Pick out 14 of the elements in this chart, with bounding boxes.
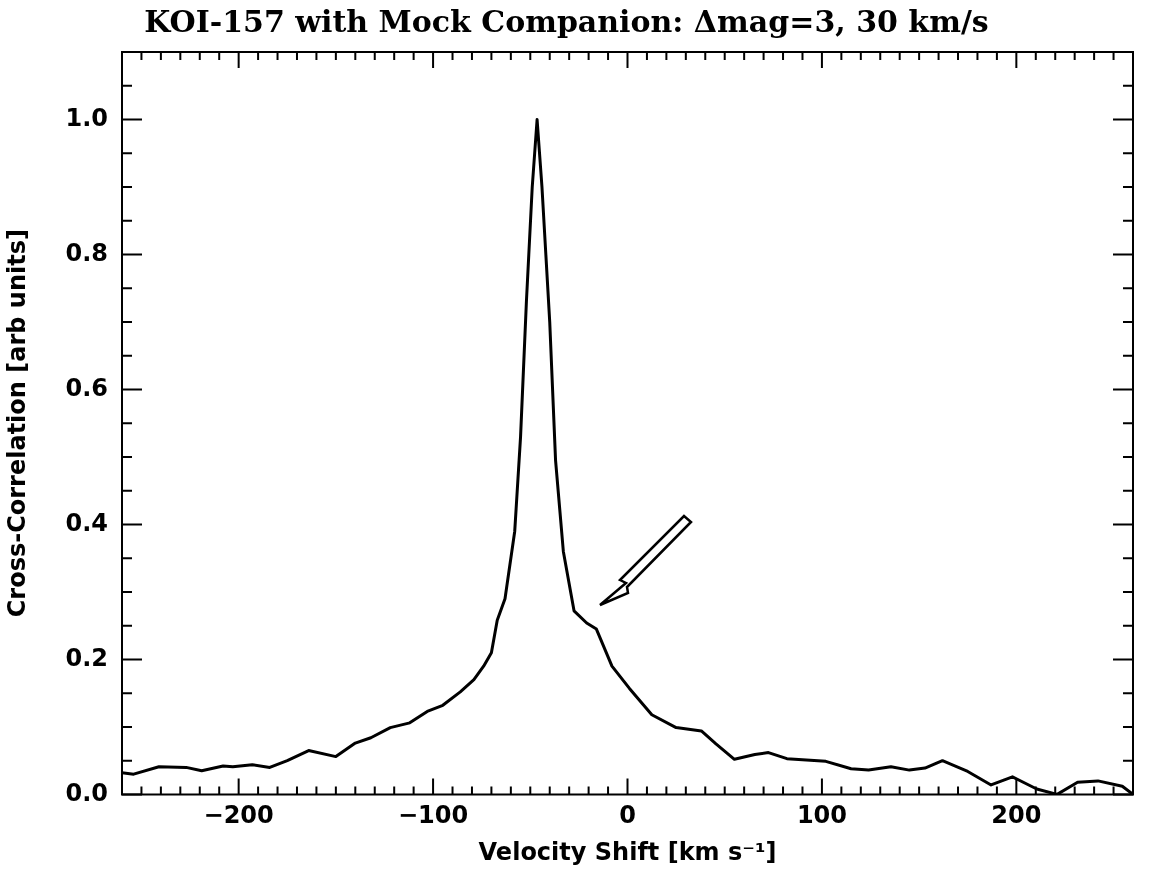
x-tick-label: −200	[203, 801, 274, 830]
y-axis-title: Cross-Correlation [arb units]	[2, 229, 31, 618]
chart-title: KOI-157 with Mock Companion: Δmag=3, 30 km/s	[144, 3, 989, 39]
x-tick-label: 200	[991, 801, 1042, 830]
x-tick-label: 100	[796, 801, 847, 830]
y-tick-label: 0.4	[65, 508, 108, 537]
x-tick-label: 0	[619, 801, 636, 830]
y-tick-label: 0.0	[65, 778, 108, 807]
y-tick-label: 0.6	[65, 373, 108, 402]
x-axis-title: Velocity Shift [km s⁻¹]	[478, 837, 777, 866]
y-tick-label: 0.8	[65, 238, 108, 267]
y-tick-label: 0.2	[65, 643, 108, 672]
y-tick-label: 1.0	[65, 103, 108, 132]
x-tick-label: −100	[397, 801, 469, 830]
